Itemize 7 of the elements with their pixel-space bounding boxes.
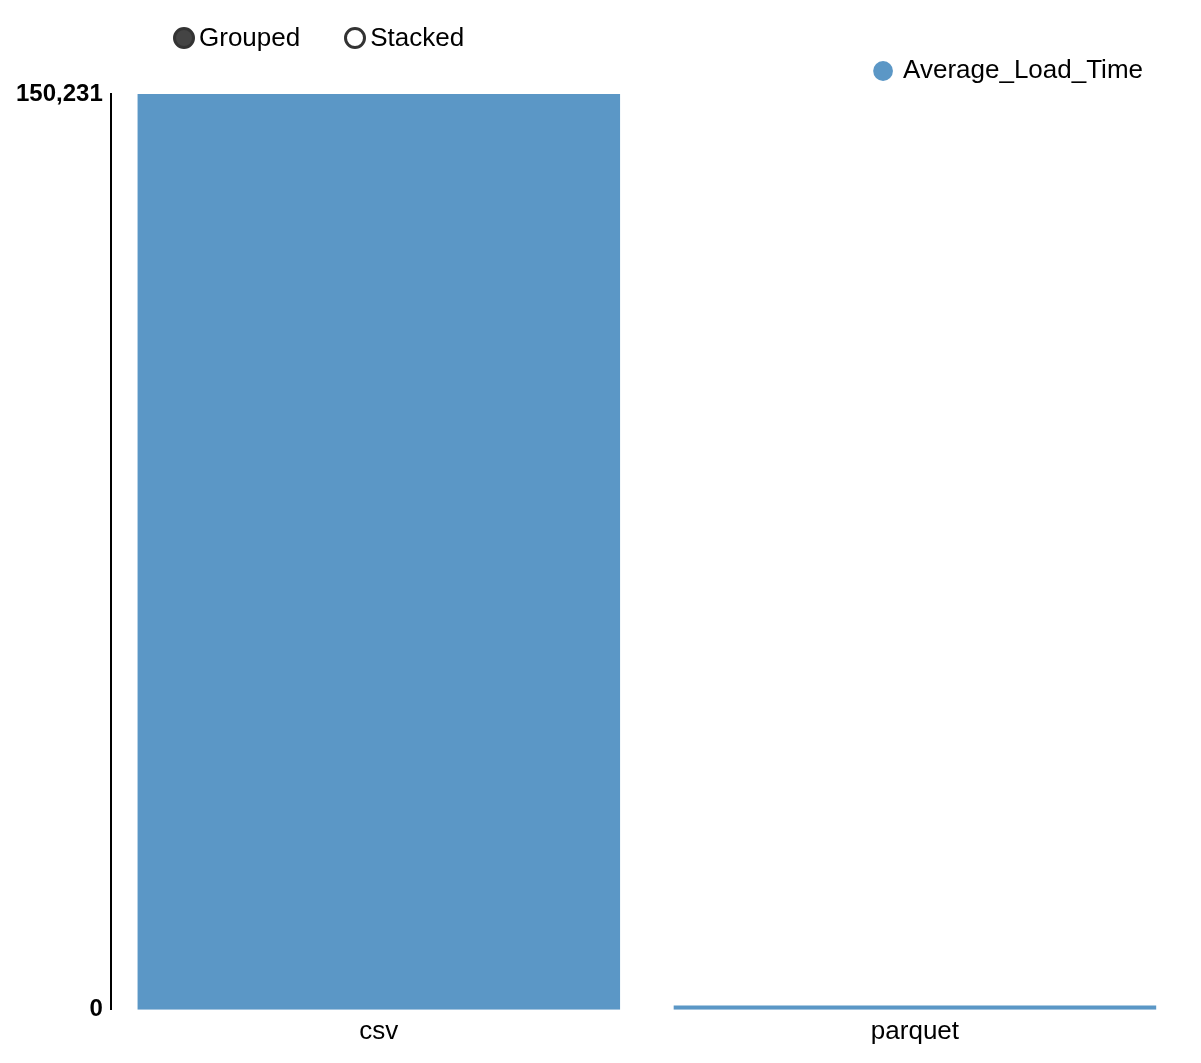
x-tick-label: csv	[359, 1014, 399, 1045]
text: Grouped	[199, 22, 301, 53]
legend-label: Average_Load_Time	[903, 54, 1144, 85]
y-tick-label: 0	[89, 994, 103, 1022]
y-tick-label: 150,231	[15, 78, 103, 106]
x-tick-label: parquet	[870, 1014, 960, 1045]
text: Stacked	[370, 22, 465, 53]
